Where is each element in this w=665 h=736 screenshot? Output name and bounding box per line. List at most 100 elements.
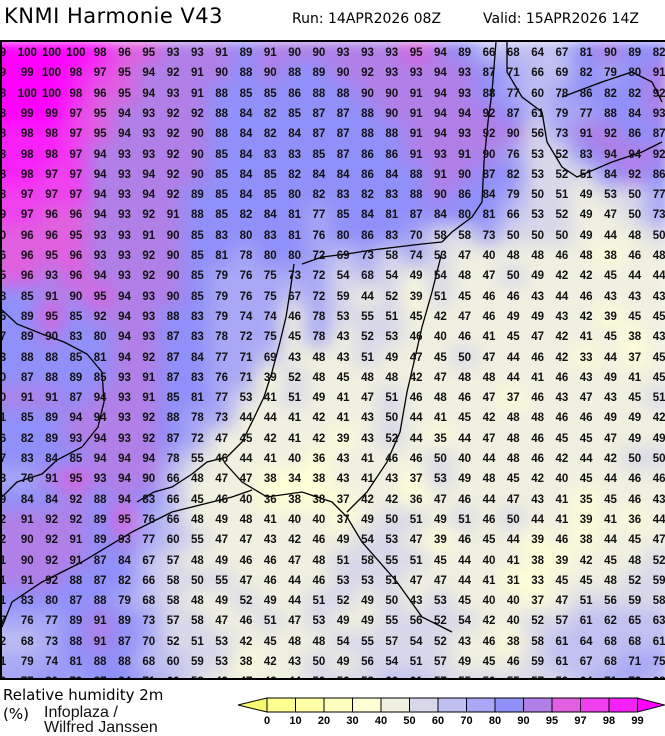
grid-value: 59 (336, 290, 350, 303)
grid-value: 93 (118, 270, 131, 283)
grid-value: 88 (69, 635, 83, 648)
grid-value: 46 (312, 574, 326, 587)
grid-value: 48 (579, 250, 593, 262)
grid-value: 51 (579, 595, 593, 608)
grid-value: 83 (215, 229, 229, 242)
grid-value: 95 (69, 229, 83, 242)
grid-value: 93 (93, 473, 107, 486)
grid-value: 99 (20, 107, 34, 120)
grid-value: 93 (142, 107, 156, 120)
grid-value: 72 (312, 290, 326, 303)
grid-value: 87 (20, 371, 34, 384)
grid-value: 71 (604, 676, 617, 678)
grid-value: 47 (433, 493, 447, 506)
grid-value: 64 (531, 47, 544, 59)
grid-value: 46 (628, 493, 642, 506)
grid-value: 88 (361, 107, 374, 120)
grid-value: 49 (579, 229, 593, 242)
grid-value: 82 (263, 107, 277, 120)
grid-value: 41 (506, 554, 520, 567)
grid-value: 87 (336, 148, 350, 161)
grid-value: 79 (69, 676, 82, 678)
grid-value: 92 (69, 513, 83, 526)
grid-value: 51 (652, 392, 665, 405)
grid-value: 85 (263, 168, 277, 181)
grid-value: 35 (579, 493, 593, 506)
grid-value: 43 (336, 351, 350, 364)
grid-value: 86 (361, 168, 374, 181)
grid-value: 88 (409, 168, 423, 181)
grid-value: 61 (555, 656, 569, 668)
grid-value: 47 (579, 392, 593, 405)
grid-value: 42 (555, 453, 569, 465)
grid-value: 89 (93, 534, 107, 547)
grid-value: 57 (555, 615, 569, 628)
grid-value: 87 (69, 392, 83, 405)
grid-value: 73 (45, 635, 58, 648)
grid-value: 94 (118, 331, 131, 344)
grid-value: 77 (652, 189, 665, 202)
grid-value: 40 (506, 615, 520, 628)
grid-value: 48 (312, 371, 326, 384)
grid-value: 58 (433, 229, 447, 242)
grid-value: 98 (20, 168, 34, 181)
grid-value: 50 (506, 270, 520, 283)
grid-value: 98 (20, 148, 34, 161)
grid-value: 48 (531, 250, 544, 262)
grid-value: 45 (482, 656, 496, 668)
grid-value: 94 (433, 107, 447, 120)
grid-value: 75 (263, 331, 277, 344)
grid-value: 68 (142, 656, 156, 668)
grid-value: 91 (579, 128, 593, 141)
grid-value: 91 (69, 554, 83, 567)
grid-value: 51 (288, 392, 301, 405)
grid-value: 43 (531, 290, 544, 303)
grid-value: 83 (336, 189, 350, 202)
grid-value: 5 (0, 270, 7, 283)
grid-value: 49 (215, 513, 229, 526)
grid-value: 76 (506, 148, 520, 161)
grid-value: 47 (604, 432, 617, 445)
grid-value: 39 (433, 534, 447, 547)
grid-value: 45 (336, 371, 350, 384)
grid-value: 49 (336, 656, 350, 668)
grid-value: 46 (555, 250, 569, 262)
grid-value: 44 (409, 412, 423, 425)
grid-value: 41 (433, 412, 447, 425)
grid-value: 8 (0, 148, 7, 161)
grid-value: 89 (45, 432, 58, 445)
grid-value: 93 (118, 229, 131, 242)
grid-value: 72 (190, 432, 204, 445)
grid-value: 45 (555, 432, 569, 445)
grid-value: 77 (21, 676, 34, 678)
grid-value: 42 (312, 432, 326, 445)
grid-value: 45 (506, 331, 520, 344)
grid-value: 85 (263, 189, 277, 202)
legend-tick-label: 40 (374, 715, 388, 727)
grid-value: 56 (337, 676, 350, 678)
grid-value: 53 (312, 615, 326, 628)
grid-value: 94 (433, 67, 447, 80)
grid-value: 51 (361, 351, 374, 364)
grid-value: 41 (579, 331, 593, 344)
grid-value: 0 (0, 229, 7, 242)
grid-value: 2 (0, 513, 7, 526)
grid-value: 43 (288, 656, 301, 668)
grid-value: 93 (93, 250, 107, 262)
grid-value: 54 (361, 534, 374, 547)
grid-value: 47 (531, 331, 544, 344)
grid-value: 91 (409, 107, 423, 120)
legend-swatch (266, 697, 296, 713)
grid-value: 90 (20, 554, 34, 567)
grid-value: 100 (17, 47, 37, 59)
legend-tick-label: 0 (263, 715, 271, 727)
grid-value: 49 (628, 412, 642, 425)
grid-value: 37 (409, 473, 423, 486)
grid-value: 77 (215, 351, 229, 364)
grid-value: 96 (20, 270, 34, 283)
grid-value: 58 (166, 574, 180, 587)
grid-value: 44 (506, 534, 520, 547)
grid-value: 41 (336, 392, 350, 405)
grid-value: 36 (628, 513, 642, 526)
grid-value: 84 (312, 168, 326, 181)
